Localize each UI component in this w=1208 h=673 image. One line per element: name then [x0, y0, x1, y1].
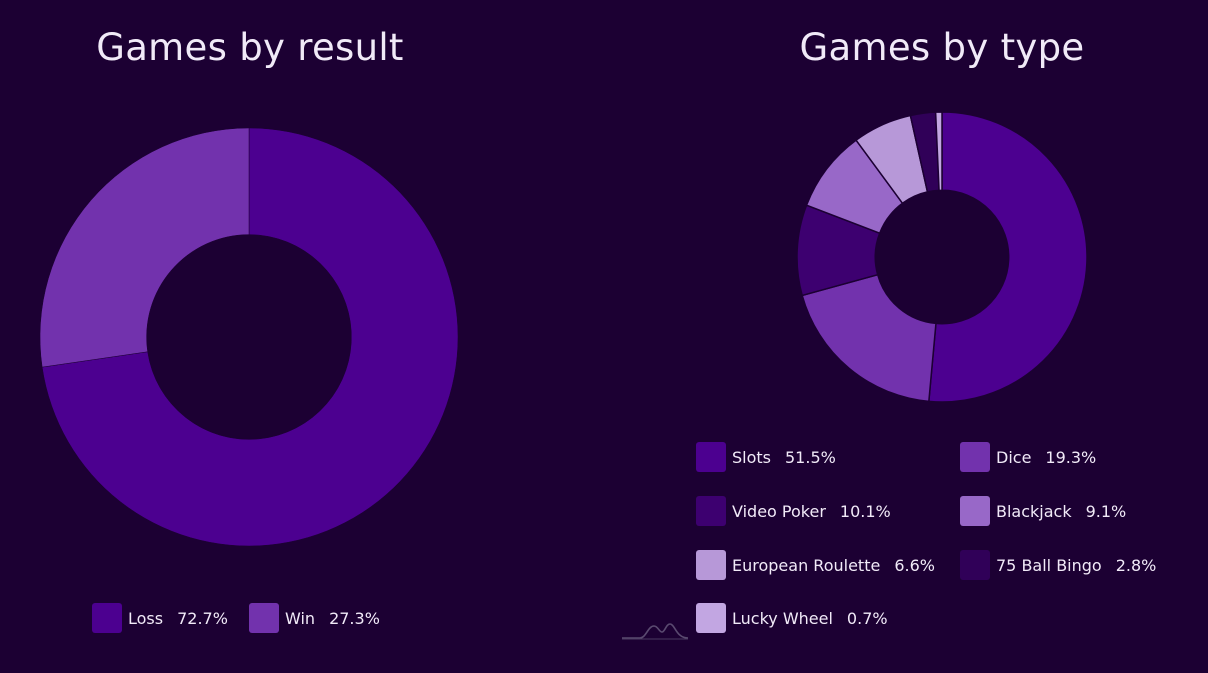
legend-percent: 10.1%	[839, 501, 891, 521]
legend-percent: 72.7%	[177, 608, 228, 628]
legend-item-lucky-wheel[interactable]: Lucky Wheel 0.7%	[696, 602, 888, 634]
logo-watermark-icon	[622, 623, 689, 640]
donut-chart-games-by-type	[796, 111, 1088, 403]
donut-slice-slots[interactable]	[928, 111, 1088, 403]
legend-label: Loss	[128, 608, 164, 628]
legend-percent: 27.3%	[329, 608, 380, 628]
legend-swatch	[696, 442, 726, 472]
legend-item-loss[interactable]: Loss 72.7%	[92, 602, 228, 634]
legend-percent: 19.3%	[1045, 447, 1097, 467]
donut-slice-win[interactable]	[39, 127, 250, 368]
legend-percent: 6.6%	[894, 555, 935, 575]
donut-slice-dice[interactable]	[801, 273, 937, 403]
legend-swatch	[960, 496, 990, 526]
legend-label: Win	[285, 608, 316, 628]
legend-swatch	[960, 442, 990, 472]
legend-label: Video Poker	[732, 501, 826, 521]
legend-item-slots[interactable]: Slots 51.5%	[696, 441, 836, 473]
legend-swatch	[92, 603, 122, 633]
legend-percent: 51.5%	[785, 447, 836, 467]
donut-slice-lucky-wheel[interactable]	[934, 111, 943, 192]
legend-swatch	[696, 603, 726, 633]
legend-percent: 2.8%	[1115, 555, 1157, 575]
legend-label: 75 Ball Bingo	[996, 555, 1102, 575]
legend-label: Slots	[732, 447, 771, 467]
donut-slice-loss[interactable]	[41, 127, 459, 547]
legend-swatch	[249, 603, 279, 633]
legend-label: European Roulette	[732, 555, 881, 575]
legend-percent: 9.1%	[1085, 501, 1127, 521]
legend-label: Lucky Wheel	[732, 608, 833, 628]
legend-swatch	[696, 496, 726, 526]
legend-item-win[interactable]: Win 27.3%	[249, 602, 380, 634]
legend-swatch	[696, 550, 726, 580]
legend-label: Dice	[996, 447, 1032, 467]
legend-label: Blackjack	[996, 501, 1072, 521]
legend-swatch	[960, 550, 990, 580]
chart-title-games-by-type: Games by type	[799, 26, 1085, 69]
legend-item-75-ball-bingo[interactable]: 75 Ball Bingo 2.8%	[960, 549, 1156, 581]
legend-item-european-roulette[interactable]: European Roulette 6.6%	[696, 549, 935, 581]
legend-item-dice[interactable]: Dice 19.3%	[960, 441, 1096, 473]
legend-item-video-poker[interactable]: Video Poker 10.1%	[696, 495, 891, 527]
donut-chart-games-by-result	[39, 127, 459, 547]
chart-title-games-by-result: Games by result	[96, 26, 404, 69]
legend-item-blackjack[interactable]: Blackjack 9.1%	[960, 495, 1126, 527]
legend-percent: 0.7%	[846, 608, 888, 628]
